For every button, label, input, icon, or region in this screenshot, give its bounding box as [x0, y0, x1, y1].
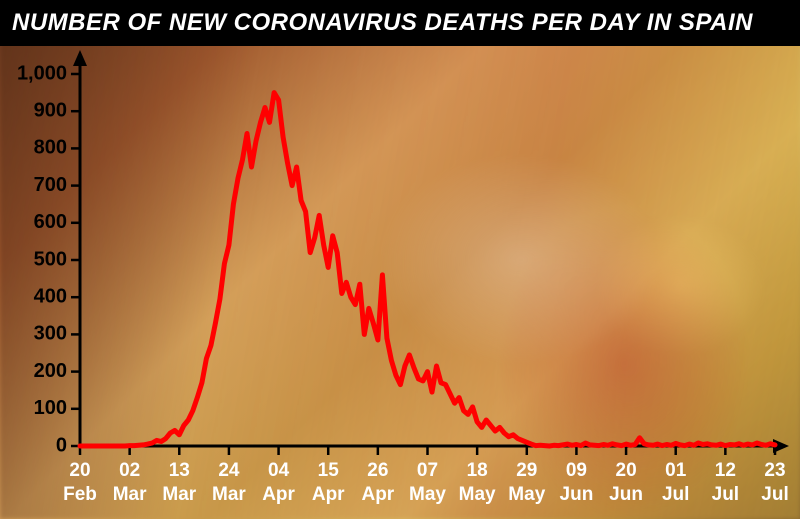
x-tick-day: 04: [268, 460, 290, 481]
x-tick-month: Jul: [761, 484, 788, 505]
x-tick-day: 15: [318, 460, 340, 481]
chart-area: 0 100 200 300 400 500 600 700 800 900 1,000 20 Feb 02…: [0, 46, 800, 519]
y-tick-label: 100: [34, 397, 67, 419]
x-tick-day: 09: [566, 460, 587, 481]
y-tick-label: 1,000: [17, 62, 67, 84]
x-tick-month: May: [508, 484, 545, 505]
x-tick-month: Mar: [162, 484, 196, 505]
x-tick-month: Apr: [361, 484, 394, 505]
x-tick-month: Jul: [662, 484, 689, 505]
y-tick-label: 900: [34, 99, 67, 121]
x-tick-month: May: [459, 484, 496, 505]
x-tick-day: 07: [417, 460, 438, 481]
chart-svg: 0 100 200 300 400 500 600 700 800 900 1,000 20 Feb 02…: [0, 46, 800, 519]
y-tick-label: 300: [34, 323, 67, 345]
x-tick-month: May: [409, 484, 446, 505]
chart-container: NUMBER OF NEW CORONAVIRUS DEATHS PER DAY…: [0, 0, 800, 519]
x-tick-day: 26: [367, 460, 388, 481]
x-tick-month: Jun: [560, 484, 594, 505]
x-tick-day: 01: [665, 460, 687, 481]
y-axis-arrow: [73, 50, 87, 66]
x-tick-day: 23: [764, 460, 785, 481]
data-series-line: [80, 93, 775, 446]
x-tick-day: 29: [516, 460, 537, 481]
x-tick-month: Feb: [63, 484, 97, 505]
x-tick-day: 18: [467, 460, 488, 481]
y-tick-label: 200: [34, 360, 67, 382]
x-tick-day: 02: [119, 460, 140, 481]
y-tick-label: 600: [34, 211, 67, 233]
x-tick-month: Apr: [312, 484, 345, 505]
y-tick-label: 500: [34, 248, 67, 270]
x-tick-month: Mar: [113, 484, 147, 505]
x-tick-day: 20: [616, 460, 637, 481]
y-tick-label: 800: [34, 137, 67, 159]
x-tick-day: 24: [218, 460, 240, 481]
chart-title: NUMBER OF NEW CORONAVIRUS DEATHS PER DAY…: [12, 9, 753, 37]
x-tick-month: Apr: [262, 484, 295, 505]
chart-header: NUMBER OF NEW CORONAVIRUS DEATHS PER DAY…: [0, 0, 800, 46]
x-tick-day: 12: [715, 460, 736, 481]
x-tick-month: Jun: [609, 484, 643, 505]
x-tick-month: Mar: [212, 484, 246, 505]
x-tick-month: Jul: [712, 484, 739, 505]
y-tick-label: 0: [56, 434, 67, 456]
x-tick-day: 20: [69, 460, 90, 481]
y-tick-label: 400: [34, 285, 67, 307]
x-tick-day: 13: [169, 460, 190, 481]
y-tick-label: 700: [34, 174, 67, 196]
